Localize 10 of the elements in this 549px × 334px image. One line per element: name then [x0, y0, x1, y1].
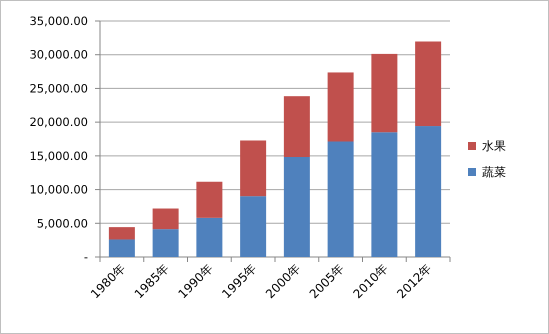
y-tick-label: 10,000.00 — [29, 182, 88, 197]
legend-label: 水果 — [482, 139, 506, 153]
legend-label: 蔬菜 — [482, 165, 506, 179]
y-tick-label: 30,000.00 — [29, 48, 88, 62]
y-tick-label: - — [84, 250, 88, 264]
y-tick-label: 15,000.00 — [29, 148, 88, 163]
y-tick-label: 20,000.00 — [29, 115, 88, 130]
y-tick-label: 5,000.00 — [36, 216, 88, 230]
y-tick-label: 35,000.00 — [29, 14, 88, 28]
y-tick-label: 25,000.00 — [29, 81, 88, 96]
